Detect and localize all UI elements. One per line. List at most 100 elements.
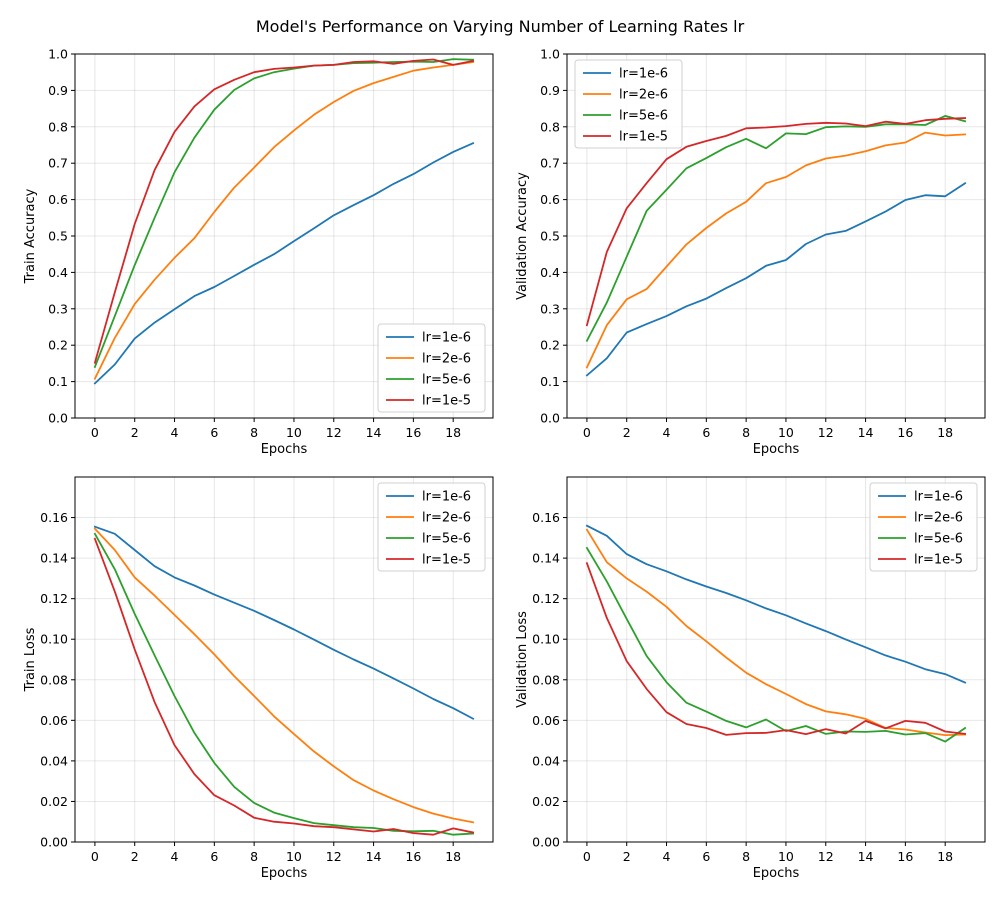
x-tick-label: 14 (366, 849, 382, 864)
legend: lr=1e-6 lr=2e-6 lr=5e-6 lr=1e-5 (377, 323, 486, 413)
x-tick-label: 16 (897, 425, 913, 440)
legend-entry: lr=1e-6 (422, 331, 471, 346)
x-tick-label: 10 (778, 849, 794, 864)
series-line-lr-2e-6 (585, 528, 967, 736)
y-tick-label: 0.04 (40, 753, 68, 768)
y-tick-label: 0.12 (40, 591, 68, 606)
y-tick-label: 0.7 (540, 156, 560, 171)
y-tick-label: 0.14 (40, 551, 68, 566)
legend-entry: lr=2e-6 (619, 88, 668, 103)
series-line-lr-2e-6 (585, 131, 967, 369)
x-tick-label: 8 (250, 849, 258, 864)
x-tick-label: 0 (91, 425, 99, 440)
y-tick-label: 0.2 (48, 338, 68, 353)
legend-entry: lr=1e-5 (422, 394, 471, 409)
x-tick-label: 4 (663, 849, 671, 864)
y-tick-label: 0.0 (48, 411, 68, 426)
legend-entry: lr=1e-5 (914, 553, 963, 568)
legend-box (574, 59, 683, 149)
y-tick-label: 0.08 (532, 672, 560, 687)
x-axis-label: Epochs (753, 442, 800, 457)
x-tick-label: 0 (583, 425, 591, 440)
series-line-lr-5e-6 (585, 115, 967, 343)
y-tick-label: 0.3 (540, 301, 560, 316)
y-tick-label: 0.04 (532, 753, 560, 768)
legend-entry: lr=5e-6 (422, 373, 471, 388)
legend-entry: lr=1e-6 (422, 490, 471, 505)
legend-box (869, 482, 978, 572)
chart-panel-2: 0 2 4 6 8 10 12 14 16 18 0.0 0.1 0.2 0.3 0.4 0.5 0.6 0.7 0… (515, 47, 986, 457)
x-tick-label: 6 (210, 425, 218, 440)
y-tick-label: 0.02 (532, 794, 560, 809)
legend-entry: lr=5e-6 (422, 532, 471, 547)
x-tick-label: 0 (91, 849, 99, 864)
x-tick-label: 4 (171, 425, 179, 440)
y-tick-label: 0.5 (48, 229, 68, 244)
y-tick-label: 0.12 (532, 591, 560, 606)
y-tick-label: 0.8 (540, 119, 560, 134)
y-tick-label: 0.4 (540, 265, 560, 280)
series-line-lr-1e-5 (93, 58, 475, 364)
y-tick-label: 0.1 (48, 374, 68, 389)
y-tick-label: 0.6 (540, 192, 560, 207)
series-line-lr-1e-6 (585, 524, 967, 684)
y-axis-label: Train Accuracy (23, 188, 38, 284)
y-tick-label: 1.0 (540, 47, 560, 62)
x-axis-label: Epochs (261, 866, 308, 881)
x-tick-label: 4 (663, 425, 671, 440)
y-tick-label: 0.1 (540, 374, 560, 389)
x-tick-label: 8 (250, 425, 258, 440)
x-tick-label: 16 (897, 849, 913, 864)
y-tick-label: 0.9 (48, 83, 68, 98)
series-line-lr-2e-6 (93, 527, 475, 824)
legend-entry: lr=2e-6 (422, 511, 471, 526)
x-tick-label: 12 (818, 849, 834, 864)
y-tick-label: 0.5 (540, 229, 560, 244)
y-tick-label: 0.9 (540, 83, 560, 98)
x-tick-label: 12 (326, 425, 342, 440)
series-line-lr-1e-6 (93, 525, 475, 720)
x-tick-label: 12 (818, 425, 834, 440)
y-tick-label: 0.16 (532, 510, 560, 525)
x-tick-label: 8 (742, 425, 750, 440)
legend-box (377, 323, 486, 413)
x-tick-label: 0 (583, 849, 591, 864)
y-tick-label: 0.02 (40, 794, 68, 809)
y-tick-label: 1.0 (48, 47, 68, 62)
x-tick-label: 2 (131, 849, 139, 864)
axes-frame (566, 53, 986, 419)
y-axis-label: Train Loss (23, 627, 38, 692)
legend: lr=1e-6 lr=2e-6 lr=5e-6 lr=1e-5 (869, 482, 978, 572)
series-line-lr-5e-6 (93, 58, 475, 369)
x-tick-label: 16 (405, 849, 421, 864)
y-tick-label: 0.00 (40, 835, 68, 850)
legend-entry: lr=2e-6 (914, 511, 963, 526)
legend-entry: lr=5e-6 (619, 109, 668, 124)
x-tick-label: 10 (286, 849, 302, 864)
x-axis-label: Epochs (261, 442, 308, 457)
series-line-lr-5e-6 (585, 546, 967, 743)
x-tick-label: 14 (858, 425, 874, 440)
y-tick-label: 0.08 (40, 672, 68, 687)
x-tick-label: 18 (445, 849, 461, 864)
y-tick-label: 0.10 (532, 632, 560, 647)
x-tick-label: 18 (937, 425, 953, 440)
legend-box (377, 482, 486, 572)
x-tick-label: 6 (702, 425, 710, 440)
y-tick-label: 0.4 (48, 265, 68, 280)
legend-entry: lr=1e-5 (619, 130, 668, 145)
x-tick-label: 12 (326, 849, 342, 864)
series-line-lr-1e-6 (585, 181, 967, 377)
y-tick-label: 0.06 (40, 713, 68, 728)
x-tick-label: 10 (778, 425, 794, 440)
y-tick-label: 0.16 (40, 510, 68, 525)
y-tick-label: 0.8 (48, 119, 68, 134)
axes-frame (74, 476, 494, 843)
y-axis-label: Validation Loss (515, 611, 530, 708)
x-tick-label: 14 (858, 849, 874, 864)
y-tick-label: 0.6 (48, 192, 68, 207)
x-tick-label: 10 (286, 425, 302, 440)
series-line-lr-1e-6 (93, 142, 475, 385)
x-tick-label: 14 (366, 425, 382, 440)
